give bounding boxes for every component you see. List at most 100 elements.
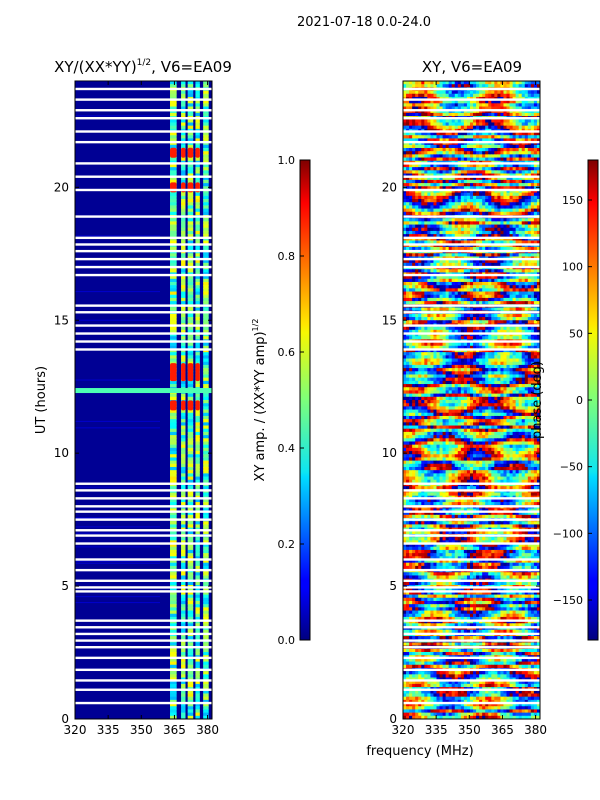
amplitude-cell — [170, 706, 177, 711]
phase-cell — [530, 189, 535, 194]
phase-cell — [403, 234, 407, 238]
phase-cell — [433, 237, 437, 242]
flagged-row — [75, 87, 212, 91]
phase-cell — [445, 352, 450, 356]
phase-cell — [482, 313, 486, 318]
phase-cell — [415, 291, 419, 296]
phase-cell — [412, 234, 416, 238]
phase-cell — [494, 199, 498, 203]
phase-cell — [524, 211, 529, 216]
phase-cell — [424, 138, 428, 143]
phase-cell — [406, 112, 410, 117]
phase-cell — [491, 237, 495, 242]
amplitude-cell — [195, 451, 200, 455]
amplitude-cell — [195, 202, 200, 207]
phase-cell — [448, 163, 453, 168]
phase-cell — [445, 307, 450, 312]
phase-cell — [466, 90, 471, 95]
phase-cell — [433, 195, 437, 200]
phase-cell — [536, 230, 540, 235]
phase-cell — [533, 192, 538, 197]
phase-cell — [436, 297, 441, 302]
phase-cell — [533, 297, 538, 302]
phase-cell — [442, 240, 447, 245]
phase-cell — [518, 307, 523, 312]
amplitude-cell — [170, 100, 177, 104]
phase-cell — [533, 112, 538, 117]
amplitude-cell — [203, 183, 209, 187]
phase-cell — [406, 342, 410, 347]
phase-cell — [403, 329, 407, 334]
phase-cell — [463, 112, 468, 117]
phase-cell — [536, 227, 540, 232]
phase-cell — [424, 195, 428, 200]
phase-cell — [536, 81, 540, 85]
phase-cell — [488, 144, 492, 149]
phase-cell — [530, 348, 535, 353]
phase-cell — [445, 157, 450, 162]
amplitude-cell — [170, 221, 177, 226]
phase-cell — [427, 138, 431, 143]
amplitude-hot-spot — [195, 371, 200, 382]
phase-cell — [485, 355, 489, 360]
amplitude-cell — [181, 259, 186, 264]
amplitude-noise-streak — [75, 526, 160, 528]
phase-cell — [473, 345, 477, 350]
phase-cell — [500, 202, 504, 207]
phase-cell — [515, 205, 520, 210]
phase-cell — [460, 202, 465, 207]
phase-cell — [476, 205, 480, 210]
phase-cell — [518, 259, 523, 264]
phase-cell — [427, 291, 431, 296]
phase-cell — [491, 281, 495, 286]
phase-cell — [451, 224, 456, 229]
phase-cell — [506, 179, 511, 184]
phase-cell — [454, 195, 459, 200]
amplitude-cell — [195, 301, 200, 305]
phase-cell — [424, 313, 428, 318]
phase-cell — [448, 183, 453, 187]
phase-cell — [512, 291, 517, 296]
amplitude-noise-streak — [75, 517, 160, 519]
phase-cell — [448, 122, 453, 127]
phase-cell — [442, 218, 447, 222]
phase-cell — [406, 246, 410, 251]
left-panel-title: XY/(XX*YY)1/2, V6=EA09 — [54, 58, 232, 76]
phase-cell — [476, 230, 480, 235]
phase-cell — [485, 294, 489, 299]
phase-cell — [439, 176, 444, 181]
phase-cell — [457, 246, 462, 251]
phase-cell — [530, 81, 535, 85]
phase-cell — [527, 281, 532, 286]
phase-cell — [418, 199, 422, 203]
amplitude-cell — [170, 170, 177, 175]
phase-cell — [518, 93, 523, 98]
phase-cell — [479, 317, 483, 321]
phase-cell — [485, 320, 489, 325]
phase-cell — [524, 192, 529, 197]
phase-cell — [482, 93, 486, 98]
flagged-row — [75, 340, 212, 343]
phase-cell — [463, 138, 468, 143]
phase-cell — [433, 333, 437, 337]
phase-cell — [521, 109, 526, 114]
amplitude-cell — [195, 693, 200, 698]
phase-cell — [482, 109, 486, 114]
phase-cell — [421, 122, 425, 127]
phase-cell — [424, 173, 428, 178]
amplitude-cell — [187, 125, 194, 130]
phase-cell — [482, 167, 486, 171]
phase-cell — [409, 336, 413, 340]
phase-cell — [497, 262, 501, 267]
phase-cell — [536, 100, 540, 104]
phase-cell — [466, 205, 471, 210]
phase-cell — [536, 112, 540, 117]
phase-cell — [445, 125, 450, 130]
phase-cell — [454, 307, 459, 312]
amplitude-hot-spot — [195, 400, 200, 411]
phase-cell — [424, 297, 428, 302]
amplitude-cell — [170, 313, 177, 318]
phase-cell — [454, 147, 459, 152]
phase-cell — [533, 122, 538, 127]
phase-cell — [418, 355, 422, 360]
